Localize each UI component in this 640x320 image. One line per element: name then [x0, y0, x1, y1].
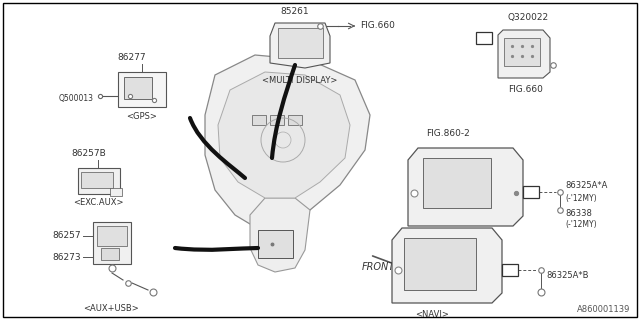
- FancyBboxPatch shape: [404, 238, 476, 290]
- Text: FIG.860-2: FIG.860-2: [410, 209, 454, 218]
- Text: FRONT: FRONT: [362, 262, 395, 272]
- Polygon shape: [250, 198, 310, 272]
- FancyBboxPatch shape: [258, 230, 293, 258]
- Polygon shape: [498, 30, 550, 78]
- Text: 86273: 86273: [52, 252, 81, 261]
- FancyBboxPatch shape: [3, 3, 637, 317]
- Text: FIG.860-2: FIG.860-2: [426, 129, 470, 138]
- Text: 86338: 86338: [565, 209, 592, 218]
- Text: 86325A*B: 86325A*B: [546, 271, 589, 281]
- FancyBboxPatch shape: [81, 172, 113, 188]
- Text: 86325A*A: 86325A*A: [565, 181, 607, 190]
- FancyBboxPatch shape: [476, 32, 492, 44]
- Text: A860001139: A860001139: [577, 305, 630, 314]
- FancyBboxPatch shape: [504, 38, 540, 66]
- Polygon shape: [392, 228, 502, 303]
- Text: <MULTI DISPLAY>: <MULTI DISPLAY>: [262, 76, 338, 85]
- Text: Q500013: Q500013: [59, 93, 94, 102]
- Text: A: A: [507, 266, 513, 275]
- Text: A: A: [481, 34, 487, 43]
- FancyBboxPatch shape: [97, 226, 127, 246]
- Text: FIG.660: FIG.660: [508, 85, 543, 94]
- Text: 85261: 85261: [280, 7, 308, 16]
- Text: <RADIO>: <RADIO>: [428, 233, 468, 242]
- FancyBboxPatch shape: [110, 188, 122, 196]
- FancyBboxPatch shape: [78, 168, 120, 194]
- Text: FIG.660: FIG.660: [360, 21, 395, 30]
- FancyBboxPatch shape: [252, 115, 266, 125]
- Text: <EXC.AUX>: <EXC.AUX>: [73, 198, 124, 207]
- Text: <GPS>: <GPS>: [127, 112, 157, 121]
- FancyBboxPatch shape: [270, 115, 284, 125]
- Text: Q320022: Q320022: [508, 13, 549, 22]
- FancyBboxPatch shape: [278, 28, 323, 58]
- Text: <AUX+USB>: <AUX+USB>: [83, 304, 139, 313]
- FancyBboxPatch shape: [118, 72, 166, 107]
- FancyBboxPatch shape: [523, 186, 539, 198]
- Polygon shape: [270, 23, 330, 68]
- FancyBboxPatch shape: [423, 158, 491, 208]
- Polygon shape: [218, 72, 350, 198]
- Text: A: A: [528, 188, 534, 196]
- Text: 86277: 86277: [118, 53, 147, 62]
- Polygon shape: [205, 55, 370, 230]
- Text: 86257B: 86257B: [71, 149, 106, 158]
- FancyBboxPatch shape: [101, 248, 119, 260]
- Text: <NAVI>: <NAVI>: [415, 310, 449, 319]
- FancyBboxPatch shape: [124, 77, 152, 99]
- FancyBboxPatch shape: [502, 264, 518, 276]
- FancyBboxPatch shape: [288, 115, 302, 125]
- Text: (-'12MY): (-'12MY): [565, 194, 596, 203]
- Text: 86257: 86257: [52, 231, 81, 241]
- Text: (-'12MY): (-'12MY): [565, 220, 596, 228]
- FancyBboxPatch shape: [93, 222, 131, 264]
- Polygon shape: [408, 148, 523, 226]
